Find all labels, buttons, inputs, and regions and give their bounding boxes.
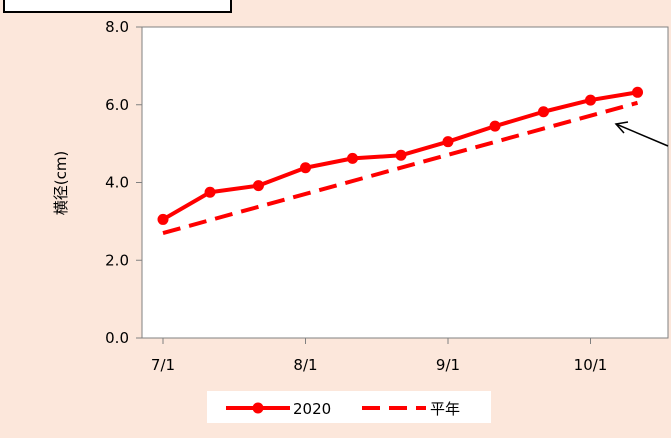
legend: 2020 平年 [207,391,491,423]
data-point [204,186,216,198]
data-point [632,86,644,98]
title-box [3,0,232,13]
series-group [157,86,644,235]
y-axis-title: 横径(cm) [52,151,70,216]
legend-label-average: 平年 [430,400,460,418]
y-tick-label: 2.0 [105,251,129,269]
x-tick-label: 10/1 [574,356,608,374]
x-tick-label: 8/1 [293,356,317,374]
x-tick-label: 9/1 [436,356,460,374]
data-point [395,149,407,161]
annotation-arrow [614,121,669,147]
y-tick-label: 0.0 [105,329,129,347]
y-tick-label: 8.0 [105,18,129,36]
data-point [252,180,264,192]
data-point [157,213,169,225]
data-point [585,94,596,106]
data-point [489,120,501,132]
plot-area [141,26,669,339]
y-axis-ticks: 0.0 2.0 4.0 6.0 8.0 [105,18,142,347]
y-tick-label: 4.0 [105,174,129,192]
data-point [537,106,549,118]
data-point [300,162,311,174]
legend-marker-2020 [252,402,264,414]
x-axis-ticks: 7/1 8/1 9/1 10/1 [151,338,607,374]
data-point [442,136,454,148]
data-point [347,152,359,164]
series-line-1 [162,100,639,235]
legend-label-2020: 2020 [293,400,331,418]
x-tick-label: 7/1 [151,356,175,374]
y-tick-label: 6.0 [105,96,129,114]
